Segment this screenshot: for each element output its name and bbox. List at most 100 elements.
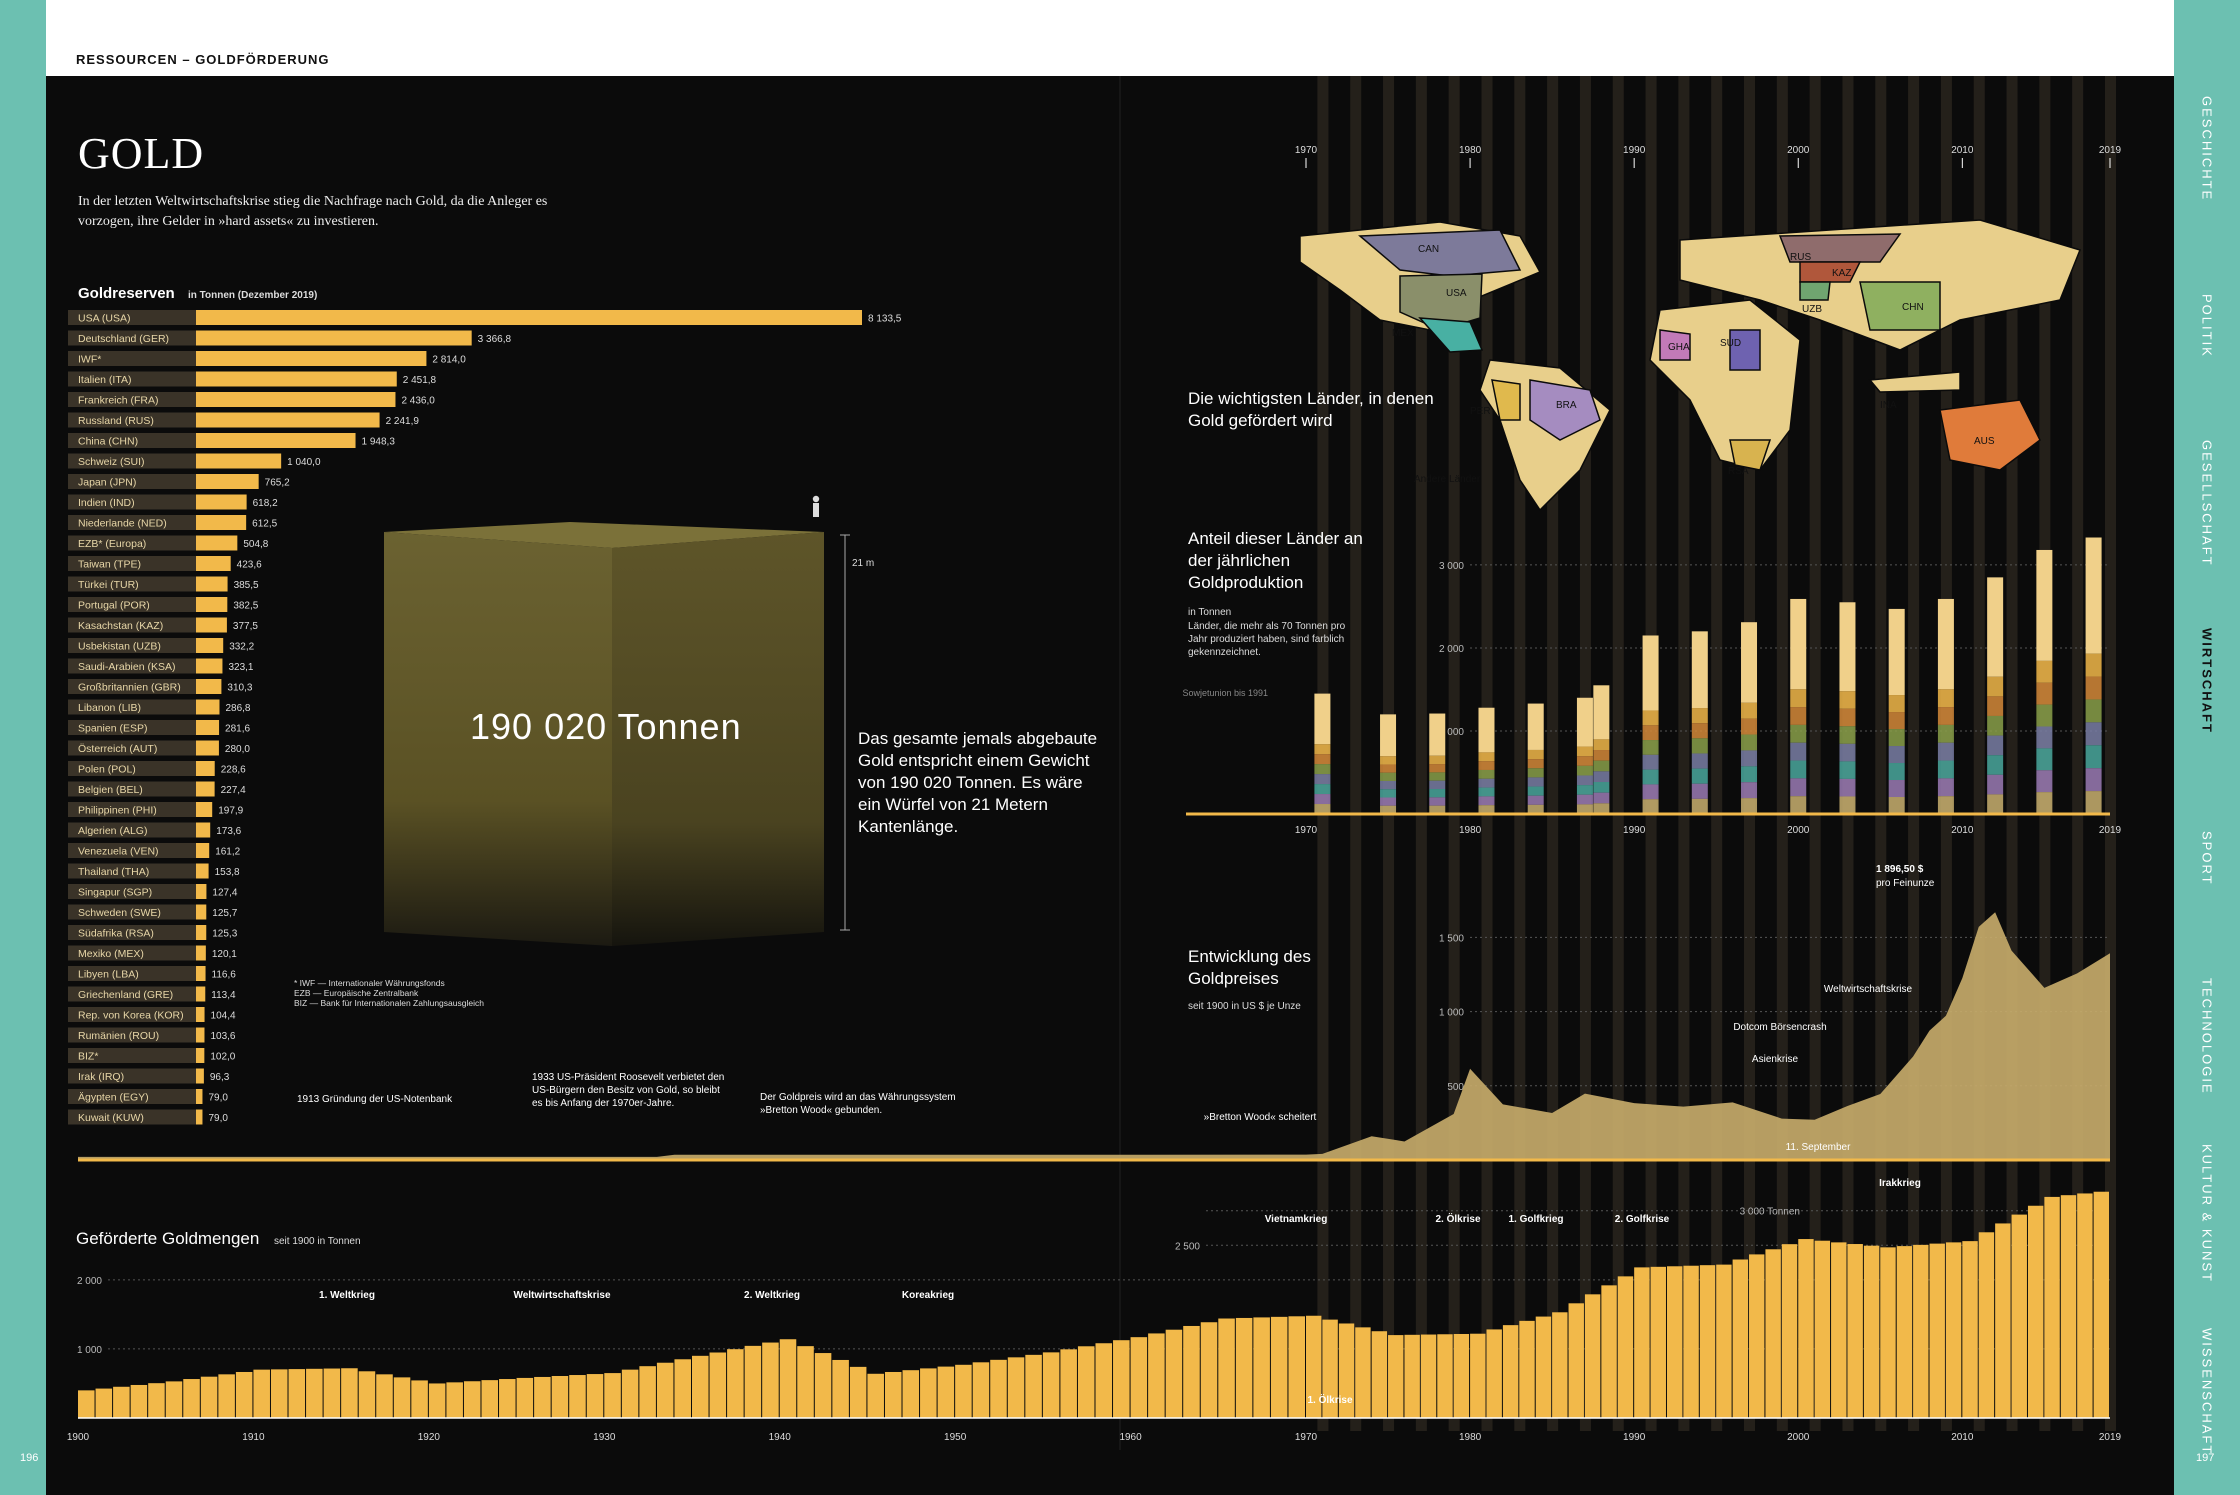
share-bar-segment (1937, 778, 1954, 797)
production-bar (1699, 1265, 1716, 1418)
nav-gesellschaft[interactable]: GESELLSCHAFT (2199, 440, 2215, 568)
production-bar (1218, 1318, 1235, 1418)
share-bar-segment (2085, 745, 2102, 769)
reserve-country-label: IWF* (78, 354, 101, 366)
share-bar-segment (1888, 729, 1905, 747)
year-stripe (1776, 76, 1788, 1431)
share-bar-segment (1790, 707, 1807, 725)
map-country-label: BRA (1556, 400, 1577, 411)
production-bar (1470, 1333, 1486, 1418)
share-bar-segment (1741, 718, 1758, 735)
share-bar-segment (1593, 750, 1610, 761)
reserve-bar (196, 740, 219, 756)
production-bar (1437, 1334, 1453, 1418)
nav-wissenschaft[interactable]: WISSENSCHAFT (2199, 1327, 2215, 1455)
production-bar (569, 1375, 586, 1418)
reserve-country-label: EZB* (Europa) (78, 538, 146, 550)
share-bar-segment (1741, 702, 1758, 719)
year-stripe (2105, 76, 2116, 1431)
production-bar (428, 1383, 446, 1418)
reserve-bar (196, 781, 215, 797)
cube-side-face (612, 532, 824, 946)
production-bar (551, 1375, 569, 1418)
map-country-label: GHA (1668, 342, 1690, 353)
reserve-country-label: Polen (POL) (78, 764, 136, 776)
reserve-bar (196, 1048, 205, 1063)
reserve-country-label: Großbritannien (GBR) (78, 682, 181, 694)
reserve-label-bg (68, 433, 196, 448)
production-event-label: 2. Golfkrise (1615, 1214, 1670, 1225)
share-bar-segment (2036, 748, 2053, 771)
reserve-bar (196, 310, 862, 325)
reserve-value-label: 120,1 (212, 949, 237, 960)
nav-politik[interactable]: POLITIK (2199, 294, 2215, 359)
production-bar (1617, 1276, 1634, 1418)
production-bar (376, 1374, 393, 1418)
share-bar-segment (1527, 759, 1544, 769)
share-x-tick: 1990 (1623, 825, 1646, 836)
reserve-country-label: BIZ* (78, 1051, 98, 1063)
production-bar (1165, 1329, 1183, 1418)
reserve-bar (196, 1027, 205, 1043)
production-bar (1634, 1267, 1650, 1418)
production-bar (709, 1352, 727, 1418)
reserve-label-bg (68, 740, 196, 756)
map-year-tick: 2000 (1787, 145, 1810, 156)
nav-technologie[interactable]: TECHNOLOGIE (2199, 977, 2215, 1095)
production-chart-subtitle: seit 1900 in Tonnen (274, 1236, 361, 1247)
production-y-tick: 3 000 Tonnen (1740, 1207, 1800, 1218)
reserve-bar (196, 945, 206, 961)
reserve-label-bg (68, 351, 196, 366)
share-bar-segment (1642, 725, 1659, 741)
reserve-country-label: Irak (IRQ) (78, 1071, 124, 1083)
production-y-tick: 2 000 (77, 1276, 102, 1287)
reserve-country-label: Rep. von Korea (KOR) (78, 1010, 184, 1022)
production-bar (1847, 1244, 1863, 1418)
production-bar (481, 1380, 499, 1418)
share-bar-segment (1478, 752, 1495, 762)
production-bar (1765, 1249, 1781, 1418)
reserve-bar (196, 679, 222, 694)
share-bar-segment (1987, 735, 2004, 756)
production-bar (1552, 1312, 1568, 1418)
reserve-label-bg (68, 474, 196, 489)
map-country-label: USA (1446, 288, 1467, 299)
reserve-label-bg (68, 412, 196, 428)
share-y-tick: 1 000 (1439, 727, 1464, 738)
production-bar (411, 1380, 428, 1418)
share-bar-segment (1314, 764, 1331, 775)
reserve-value-label: 173,6 (216, 826, 241, 837)
reserve-bar (196, 658, 223, 674)
reserve-value-label: 504,8 (243, 539, 268, 550)
production-bar (762, 1342, 779, 1418)
reserve-value-label: 385,5 (234, 580, 259, 591)
price-area (78, 912, 2110, 1160)
reserve-bar (196, 699, 220, 715)
production-bar (867, 1373, 884, 1418)
world-map (1299, 219, 2082, 512)
ghana-shape (1659, 329, 1691, 361)
share-bar-segment (2085, 722, 2102, 746)
share-bar-segment (1314, 754, 1331, 765)
nav-sport[interactable]: SPORT (2199, 831, 2215, 887)
production-event-label: 1. Golfkrieg (1508, 1214, 1563, 1225)
production-bar (1896, 1246, 1913, 1418)
production-bar (1453, 1333, 1470, 1418)
reserve-bar (196, 720, 220, 735)
reserve-value-label: 1 948,3 (362, 437, 396, 448)
nav-kultur-kunst[interactable]: KULTUR & KUNST (2199, 1144, 2215, 1284)
reserve-country-label: Singapur (SGP) (78, 887, 152, 899)
page-title: GOLD (78, 129, 205, 178)
nav-geschichte[interactable]: GESCHICHTE (2199, 96, 2215, 202)
share-bar-segment (1839, 796, 1856, 814)
reserve-label-bg (68, 371, 196, 387)
share-bar-segment (1987, 676, 2004, 697)
production-x-tick: 1970 (1295, 1432, 1318, 1443)
reserve-country-label: Kasachstan (KAZ) (78, 620, 163, 632)
page-number-right: 197 (2196, 1452, 2215, 1464)
production-bar (955, 1364, 972, 1418)
nav-wirtschaft[interactable]: WIRTSCHAFT (2199, 628, 2215, 735)
map-country-label: KAZ (1832, 268, 1851, 279)
indonesia-shape (1868, 371, 1961, 393)
reserve-value-label: 323,1 (228, 662, 253, 673)
